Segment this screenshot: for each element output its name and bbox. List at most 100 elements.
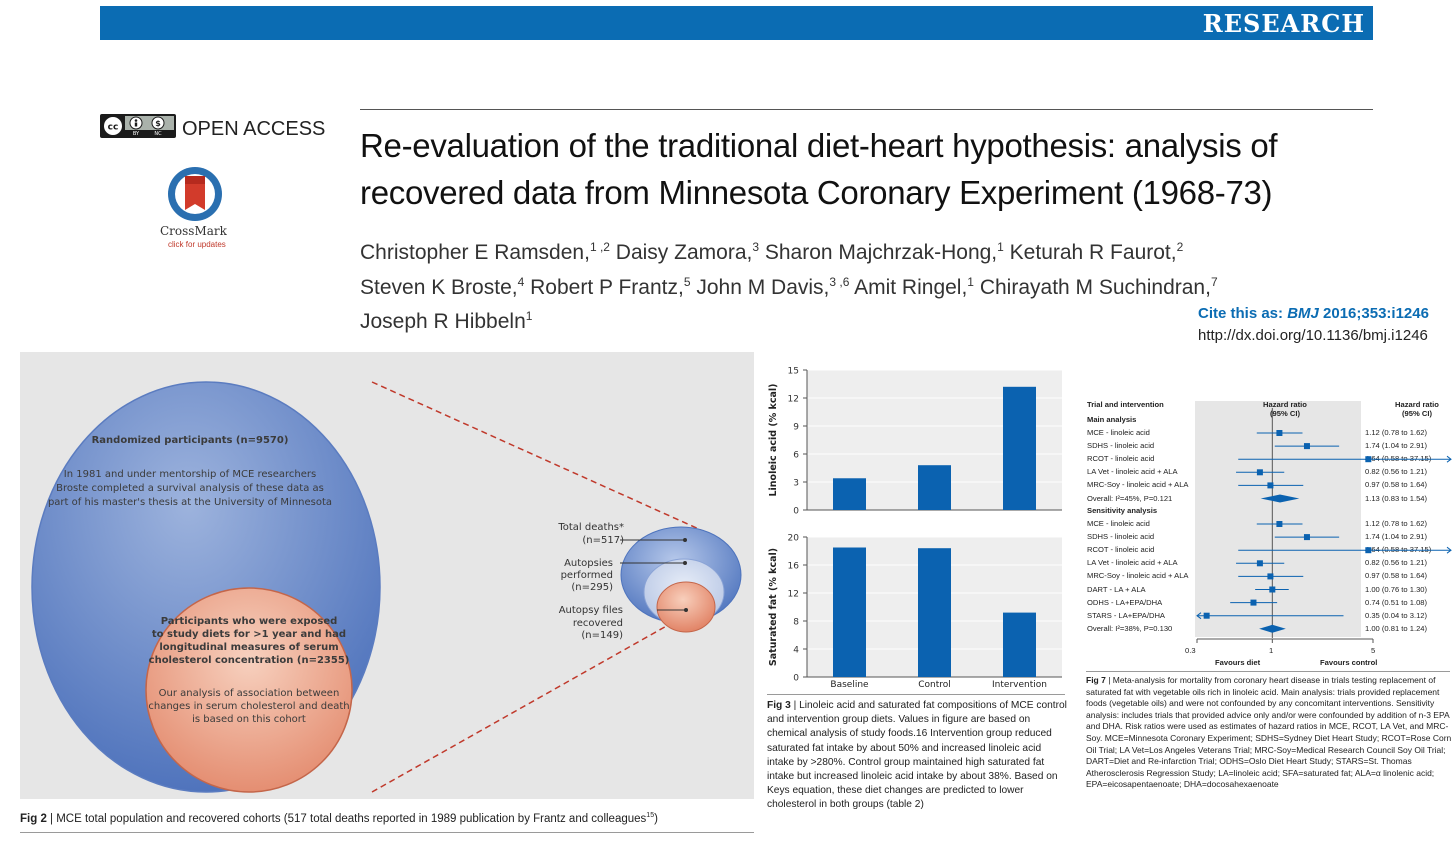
- hr-value: 1.12 (0.78 to 1.62): [1365, 519, 1428, 528]
- overall-diamond: [1260, 494, 1300, 503]
- author-name: Christopher E Ramsden,: [360, 241, 590, 264]
- hr-value: 0.97 (0.58 to 1.64): [1365, 480, 1428, 490]
- trial-label: LA Vet - linoleic acid + ALA: [1087, 558, 1178, 568]
- y-tick-label: 20: [788, 534, 800, 544]
- x-category-label: Control: [918, 680, 951, 690]
- y-tick-label: 9: [793, 423, 799, 433]
- crossmark-icon[interactable]: [165, 166, 227, 226]
- hr-point: [1365, 456, 1372, 463]
- hr-value: 1.00 (0.76 to 1.30): [1365, 584, 1428, 594]
- author-name: Daisy Zamora,: [615, 241, 753, 264]
- caption-text: | Linoleic acid and saturated fat compos…: [767, 700, 1067, 811]
- figure-3-chart: 0 3 6 9 12 15 Linoleic acid (% kcal) 0 4 8 12 16 20…: [768, 367, 1062, 690]
- hr-value: 0.35 (0.04 to 3.12): [1365, 610, 1428, 620]
- figure-3-caption: Fig 3 | Linoleic acid and saturated fat …: [767, 699, 1067, 813]
- y-axis-label: Saturated fat (% kcal): [768, 548, 779, 666]
- trial-label: LA Vet - linoleic acid + ALA: [1087, 467, 1178, 477]
- cc-license-badge[interactable]: cc $ BY NC: [100, 114, 176, 138]
- author-name: Keturah R Faurot,: [1009, 241, 1177, 264]
- article-title: Re-evaluation of the traditional diet-he…: [360, 122, 1380, 216]
- crossmark-sublabel[interactable]: click for updates: [168, 240, 226, 249]
- inner-title-line: to study diets for >1 year and had: [152, 629, 346, 640]
- hr-point: [1269, 586, 1276, 593]
- author-name: Robert P Frantz,: [530, 275, 684, 299]
- author-name: John M Davis,: [696, 275, 830, 299]
- col-hr-right-header: Hazard ratio (95% CI): [1384, 400, 1450, 418]
- bar-baseline: [833, 547, 866, 677]
- title-line: Re-evaluation of the traditional diet-he…: [360, 127, 1278, 164]
- col-hr-header: Hazard ratio (95% CI): [1252, 400, 1318, 418]
- y-tick-label: 0: [793, 674, 799, 684]
- author-affiliation: 1 ,2: [589, 240, 610, 254]
- title-line: recovered data from Minnesota Coronary E…: [360, 174, 1273, 211]
- y-tick-label: 6: [793, 451, 799, 461]
- cite-ref: 2016;353:i1246: [1318, 305, 1429, 322]
- y-tick-label: 4: [793, 646, 799, 656]
- caption-ref: 15: [646, 812, 655, 819]
- inner-cohort-ellipse: [145, 587, 353, 793]
- section-label: RESEARCH: [1202, 9, 1365, 38]
- author-affiliation: 5: [683, 274, 691, 289]
- crossmark-label[interactable]: CrossMark: [160, 224, 227, 238]
- figure-2-panel: Randomized participants (n=9570) In 1981…: [20, 352, 754, 799]
- author-name: Sharon Majchrzak-Hong,: [764, 241, 998, 264]
- author-name: Joseph R Hibbeln: [360, 310, 526, 333]
- open-access-label: OPEN ACCESS: [182, 118, 326, 140]
- hr-point: [1256, 469, 1263, 476]
- inner-title-line: longitudinal measures of serum: [159, 642, 338, 653]
- hr-point: [1203, 612, 1210, 619]
- trial-label: ODHS - LA+EPA/DHA: [1087, 597, 1163, 607]
- x-tick-label: 1: [1269, 646, 1274, 655]
- total-deaths-label: Total deaths*: [557, 522, 624, 533]
- saturated-fat-chart: 0 4 8 12 16 20 Saturated fat (% kcal): [768, 534, 1062, 684]
- caption-label: Fig 2: [20, 812, 47, 825]
- cite-as: Cite this as: BMJ 2016;353:i1246: [1198, 305, 1429, 322]
- figure-2-caption: Fig 2 | MCE total population and recover…: [20, 812, 658, 825]
- col-hr-header-line: Hazard ratio: [1263, 400, 1307, 409]
- trial-label: RCOT - linoleic acid: [1087, 454, 1155, 464]
- autopsies-label: Autopsies: [564, 558, 613, 569]
- hr-point: [1365, 547, 1372, 554]
- author-affiliation: 2: [1176, 240, 1184, 254]
- hr-value: 0.97 (0.58 to 1.64): [1365, 571, 1428, 581]
- hr-value: 4.64 (0.58 to 37.15): [1365, 545, 1432, 555]
- hr-point: [1267, 573, 1274, 580]
- outer-text-line: part of his master's thesis at the Unive…: [48, 497, 332, 508]
- svg-text:$: $: [155, 119, 161, 128]
- author-affiliation: 1: [525, 309, 533, 323]
- trial-label: Overall: I²=45%, P=0.121: [1087, 493, 1173, 503]
- inner-text-line: changes in serum cholesterol and death: [148, 701, 349, 712]
- trial-label: MRC-Soy - linoleic acid + ALA: [1087, 571, 1189, 581]
- inner-title-line: cholesterol concentration (n=2355): [149, 655, 350, 666]
- y-axis-label: Linoleic acid (% kcal): [768, 383, 779, 496]
- trial-label: Overall: I²=38%, P=0.130: [1087, 623, 1173, 633]
- hr-value: 4.64 (0.58 to 37.15): [1365, 454, 1432, 464]
- cc-term-cc: cc: [108, 123, 119, 133]
- trial-label: STARS - LA+EPA/DHA: [1087, 610, 1165, 620]
- trial-label: DART - LA + ALA: [1087, 584, 1146, 594]
- files-recovered-label: recovered: [573, 618, 623, 629]
- inner-text-line: is based on this cohort: [192, 714, 306, 725]
- overall-diamond: [1259, 624, 1286, 633]
- author-name: Chirayath M Suchindran,: [979, 275, 1211, 299]
- category-labels: Baseline Control Intervention: [830, 680, 1047, 690]
- total-deaths-label: (n=517): [582, 535, 624, 546]
- trial-label: MCE - linoleic acid: [1087, 428, 1150, 437]
- trial-label: MRC-Soy - linoleic acid + ALA: [1087, 480, 1189, 490]
- hr-point: [1250, 599, 1257, 606]
- outer-title: Randomized participants (n=9570): [92, 435, 289, 446]
- bar-control: [918, 465, 951, 510]
- doi-link[interactable]: http://dx.doi.org/10.1136/bmj.i1246: [1198, 327, 1428, 344]
- hr-point: [1303, 443, 1310, 450]
- caption-rule: [1086, 671, 1450, 672]
- caption-text: | Meta-analysis for mortality from coron…: [1086, 675, 1452, 790]
- author-affiliation: 4: [517, 274, 525, 289]
- favours-control-label: Favours control: [1320, 658, 1378, 667]
- author-affiliation: 3: [752, 240, 760, 254]
- y-tick-label: 0: [793, 507, 799, 517]
- hr-value: 0.82 (0.56 to 1.21): [1365, 558, 1428, 568]
- x-category-label: Intervention: [992, 680, 1047, 690]
- x-category-label: Baseline: [830, 680, 869, 690]
- author-affiliation: 1: [967, 274, 974, 289]
- author-affiliation: 1: [997, 240, 1004, 254]
